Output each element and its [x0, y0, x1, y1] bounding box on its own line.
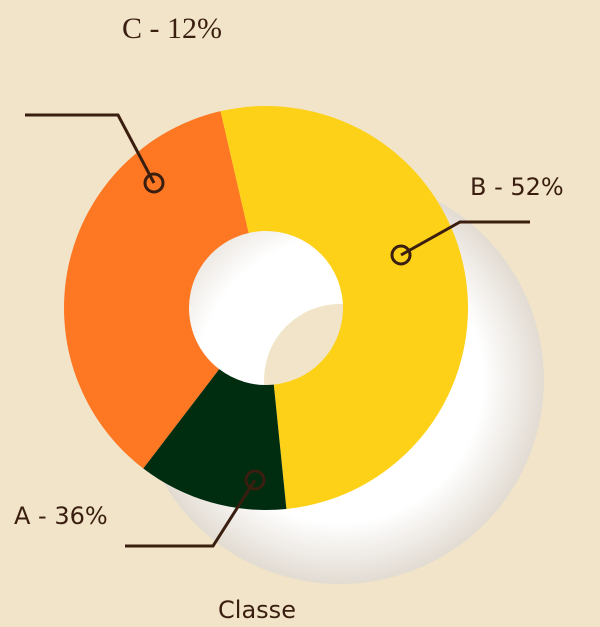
donut-slice — [220, 106, 468, 509]
leader-line — [125, 479, 257, 548]
leaders — [25, 113, 530, 548]
slice-label: A - 36% — [14, 502, 108, 530]
slice-label: B - 52% — [470, 173, 564, 201]
donut — [64, 106, 468, 510]
leader-line — [400, 220, 530, 257]
leader-dot — [390, 244, 412, 266]
donut-slice — [64, 111, 249, 469]
leader-line — [25, 113, 156, 184]
leader-dot — [143, 172, 165, 194]
slice-label: C - 12% — [122, 12, 222, 45]
chart-title: Classe — [218, 596, 296, 624]
donut-slice — [143, 369, 287, 510]
leader-dot — [244, 469, 266, 491]
